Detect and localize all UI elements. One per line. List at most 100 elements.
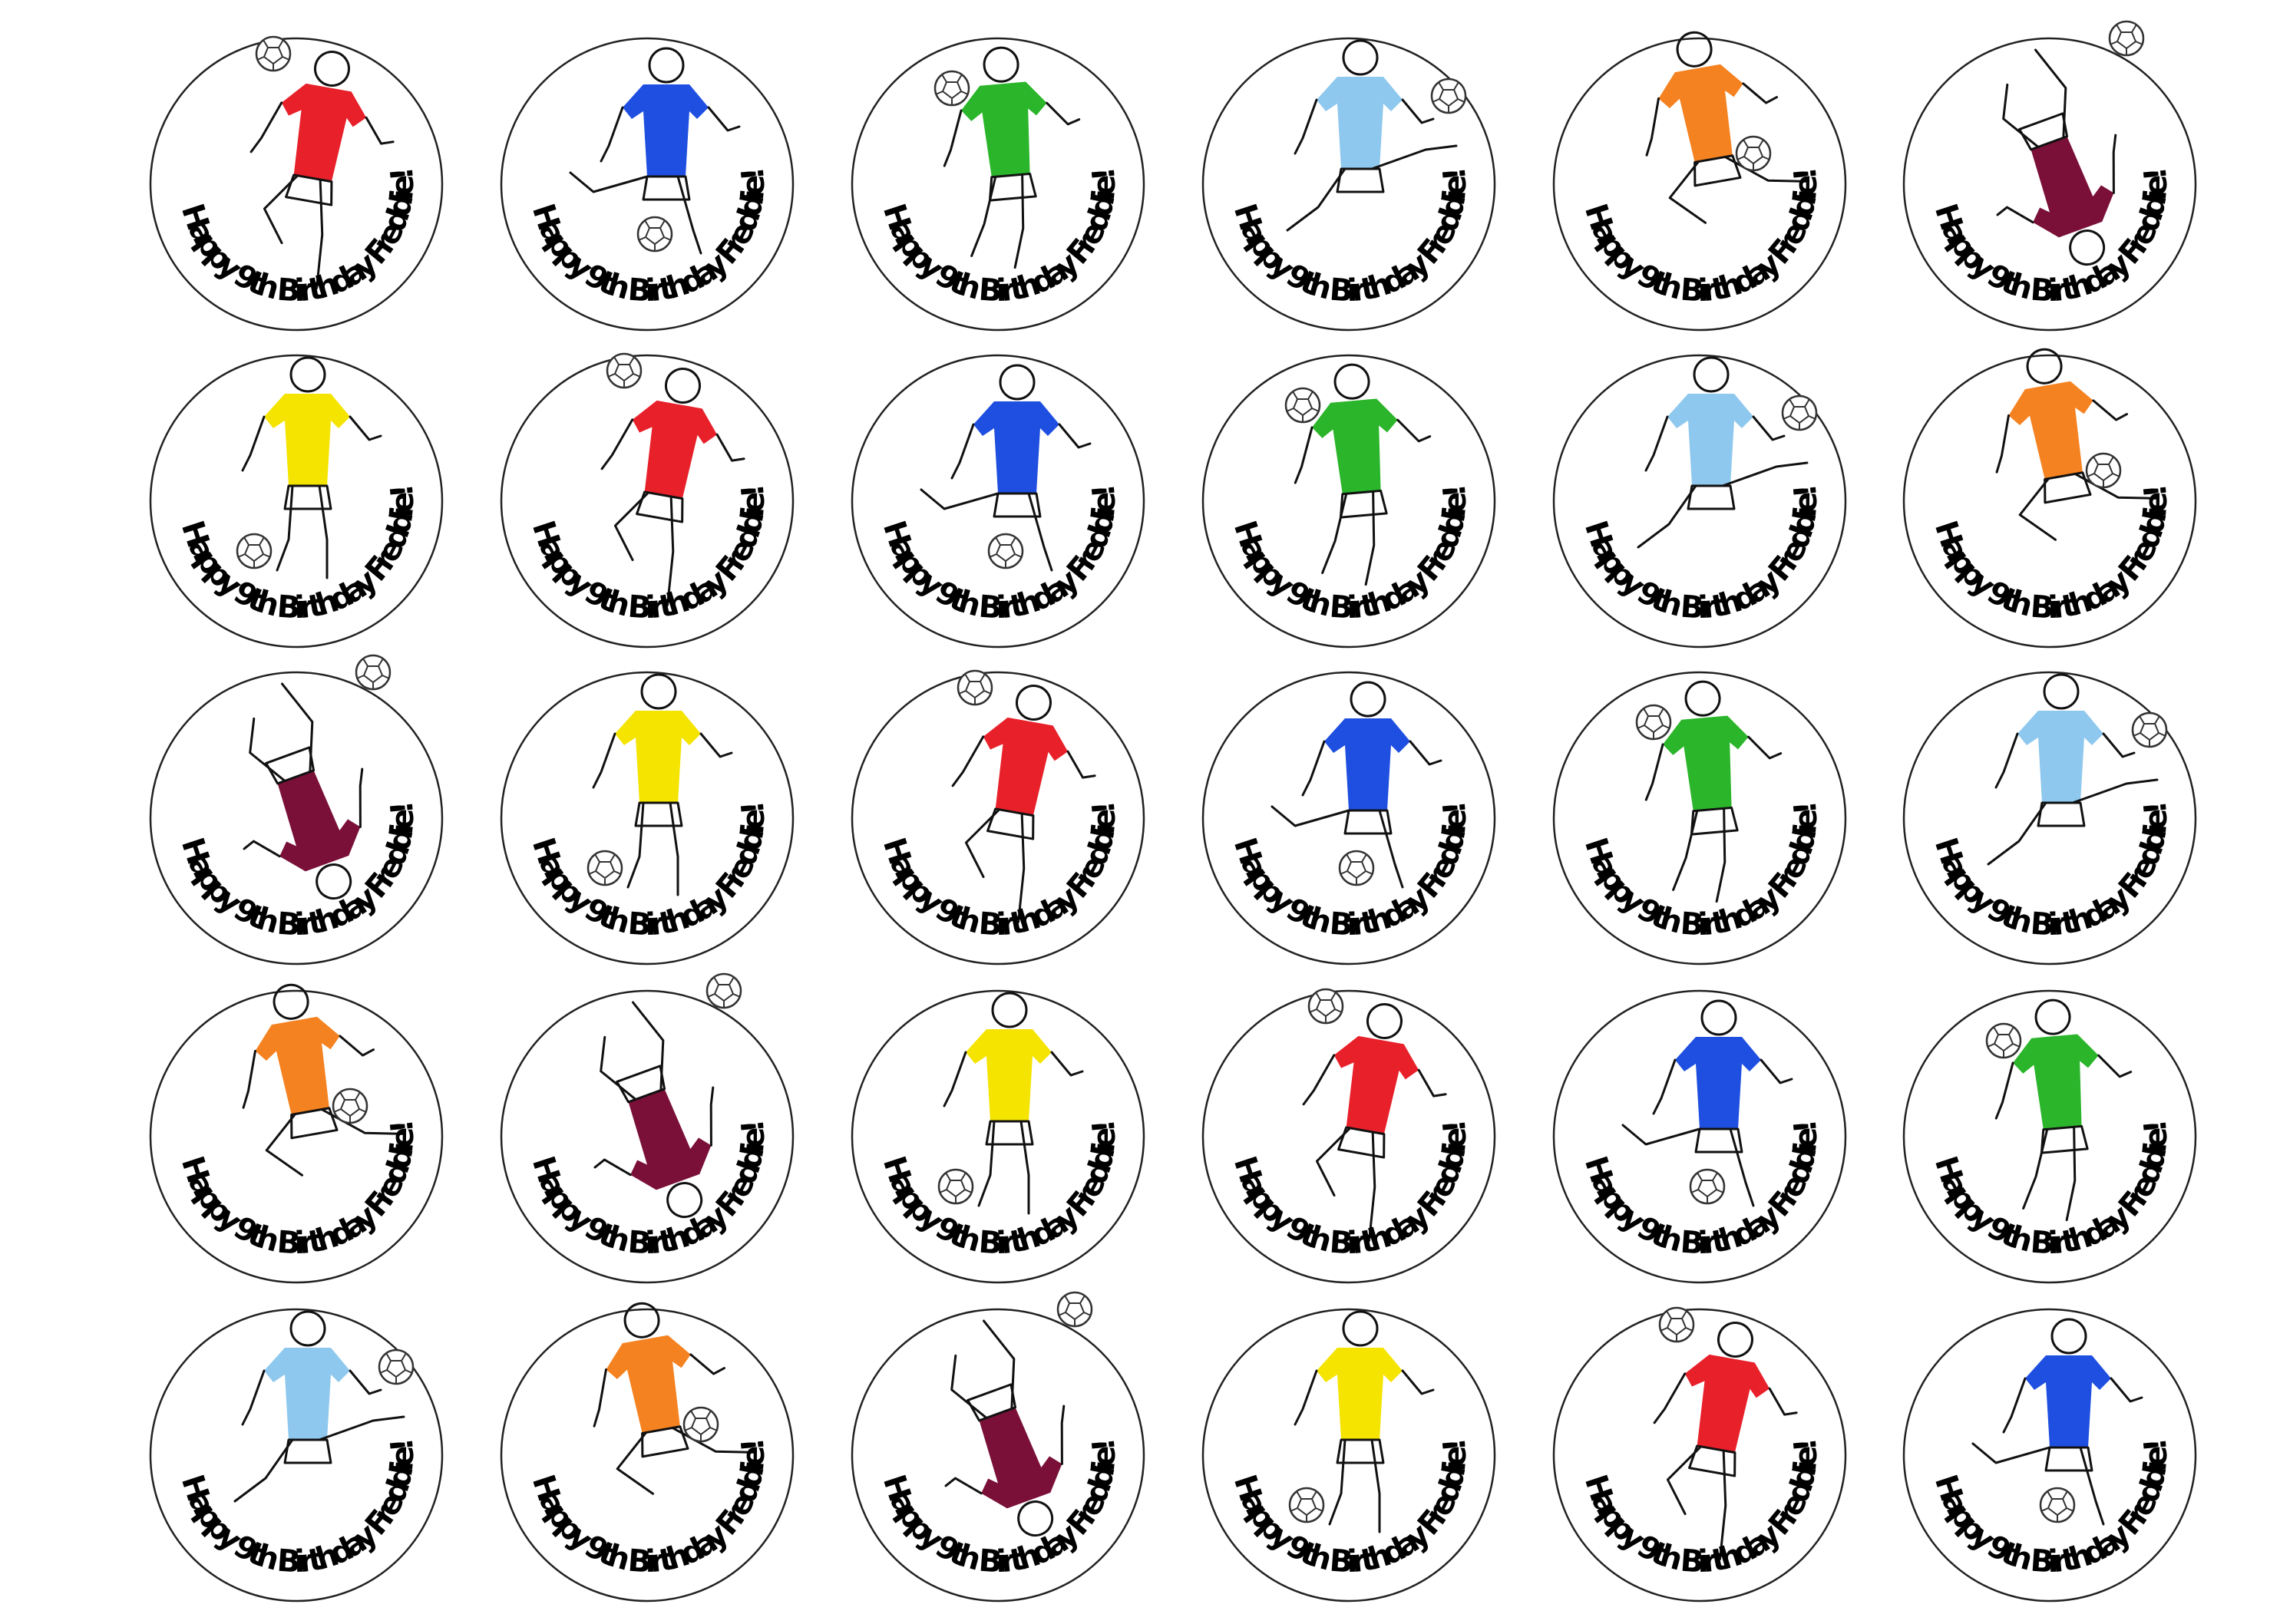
shorts bbox=[985, 1120, 1034, 1146]
shorts bbox=[1687, 484, 1736, 510]
football-icon bbox=[1689, 1168, 1726, 1205]
footballer-figure bbox=[944, 1319, 1066, 1537]
legs bbox=[1668, 155, 1809, 224]
cupcake-topper: Happy 9th Birthday Freddie! bbox=[149, 983, 444, 1284]
legs bbox=[1971, 1442, 2105, 1526]
head bbox=[1693, 356, 1730, 393]
footballer-figure bbox=[241, 356, 382, 579]
arms bbox=[950, 423, 1092, 480]
football-icon bbox=[933, 70, 970, 107]
arms bbox=[1302, 1054, 1447, 1106]
shirt bbox=[2017, 711, 2103, 803]
cupcake-topper: Happy 9th Birthday Freddie! bbox=[149, 1308, 444, 1603]
head bbox=[289, 356, 326, 393]
head bbox=[1350, 681, 1386, 718]
shirt bbox=[1333, 1035, 1419, 1134]
shirt bbox=[2008, 381, 2093, 480]
shorts bbox=[1343, 809, 1393, 835]
shirt bbox=[2013, 1034, 2099, 1130]
head bbox=[2043, 673, 2080, 710]
shirt bbox=[1658, 64, 1743, 163]
cupcake-topper: Happy 9th Birthday Freddie! bbox=[1201, 988, 1496, 1284]
arms bbox=[943, 101, 1081, 167]
footballer-figure bbox=[243, 682, 364, 900]
football-icon bbox=[1985, 1022, 2022, 1059]
head bbox=[2034, 998, 2071, 1035]
footballer-figure bbox=[1294, 363, 1432, 586]
head bbox=[648, 47, 685, 84]
topper-border bbox=[500, 671, 795, 965]
shorts bbox=[1337, 1126, 1386, 1159]
cupcake-topper: Happy 9th Birthday Freddie! bbox=[1201, 671, 1496, 965]
footballer-figure bbox=[569, 47, 741, 255]
cupcake-topper: Happy 9th Birthday Freddie! bbox=[1552, 671, 1847, 965]
cupcake-topper: Happy 9th Birthday Freddie! bbox=[500, 37, 795, 332]
cupcake-topper: Happy 9th Birthday Freddie! bbox=[1552, 1306, 1847, 1603]
legs bbox=[233, 1415, 405, 1503]
shorts bbox=[1336, 1438, 1385, 1464]
legs bbox=[569, 171, 702, 255]
shirt bbox=[606, 1335, 691, 1434]
cupcake-topper: Happy 9th Birthday Freddie! bbox=[149, 354, 444, 649]
arms bbox=[1294, 418, 1432, 484]
footballer-figure bbox=[249, 51, 395, 289]
head bbox=[2050, 1318, 2087, 1355]
shorts bbox=[1339, 489, 1388, 519]
legs bbox=[2022, 1125, 2077, 1222]
shirt bbox=[628, 1088, 712, 1190]
footballer-figure bbox=[593, 1001, 715, 1219]
legs bbox=[276, 484, 329, 579]
cupcake-topper: Happy 9th Birthday Freddie! bbox=[149, 654, 444, 965]
head bbox=[1342, 1310, 1379, 1347]
shorts bbox=[642, 175, 691, 201]
arms bbox=[1644, 735, 1783, 801]
cupcake-topper: Happy 9th Birthday Freddie! bbox=[1902, 348, 2197, 649]
topper-border bbox=[851, 671, 1145, 965]
topper-border bbox=[1552, 989, 1847, 1284]
footballer-figure bbox=[233, 1310, 405, 1503]
head bbox=[1700, 999, 1737, 1036]
football-icon bbox=[1430, 78, 1467, 114]
arms bbox=[593, 1353, 726, 1428]
cupcake-topper: Happy 9th Birthday Freddie! bbox=[1902, 989, 2197, 1284]
legs bbox=[977, 1120, 1030, 1215]
legs bbox=[1987, 778, 2159, 866]
shorts bbox=[290, 1107, 339, 1140]
shirt bbox=[1312, 398, 1398, 494]
footballer-figure bbox=[1286, 39, 1458, 232]
cupcake-topper: Happy 9th Birthday Freddie! bbox=[851, 1291, 1145, 1603]
footballer-figure bbox=[943, 46, 1081, 269]
arms bbox=[944, 1404, 1066, 1495]
footballer-figure bbox=[1621, 999, 1793, 1207]
arms bbox=[1996, 134, 2117, 224]
shorts bbox=[285, 173, 333, 206]
footballer-figure bbox=[1645, 31, 1809, 224]
legs bbox=[265, 1107, 405, 1177]
footballer-figure bbox=[1995, 348, 2159, 541]
footballer-figure bbox=[1987, 673, 2159, 866]
topper-border bbox=[1201, 37, 1496, 332]
football-icon bbox=[1635, 704, 1672, 741]
shirt bbox=[264, 1348, 350, 1440]
footballer-figure bbox=[1971, 1318, 2143, 1526]
shorts bbox=[1688, 1444, 1736, 1477]
shorts bbox=[1693, 154, 1742, 187]
topper-border bbox=[1902, 671, 2197, 965]
cupcake-topper: Happy 9th Birthday Freddie! bbox=[1902, 671, 2197, 965]
shirt bbox=[632, 400, 718, 499]
football-icon bbox=[355, 654, 392, 691]
shirt bbox=[979, 1407, 1062, 1509]
head bbox=[991, 992, 1028, 1028]
topper-border bbox=[1552, 1308, 1847, 1603]
footballer-figure bbox=[1644, 680, 1783, 903]
arms bbox=[592, 732, 733, 789]
legs bbox=[1315, 1127, 1376, 1242]
shirt bbox=[255, 1016, 340, 1115]
cupcake-topper: Happy 9th Birthday Freddie! bbox=[500, 1302, 795, 1603]
footballer-figure bbox=[920, 364, 1092, 572]
shorts bbox=[993, 492, 1042, 518]
legs bbox=[950, 1319, 1016, 1419]
footballer-figure bbox=[951, 685, 1096, 923]
head bbox=[1015, 685, 1052, 721]
football-icon bbox=[636, 216, 673, 253]
